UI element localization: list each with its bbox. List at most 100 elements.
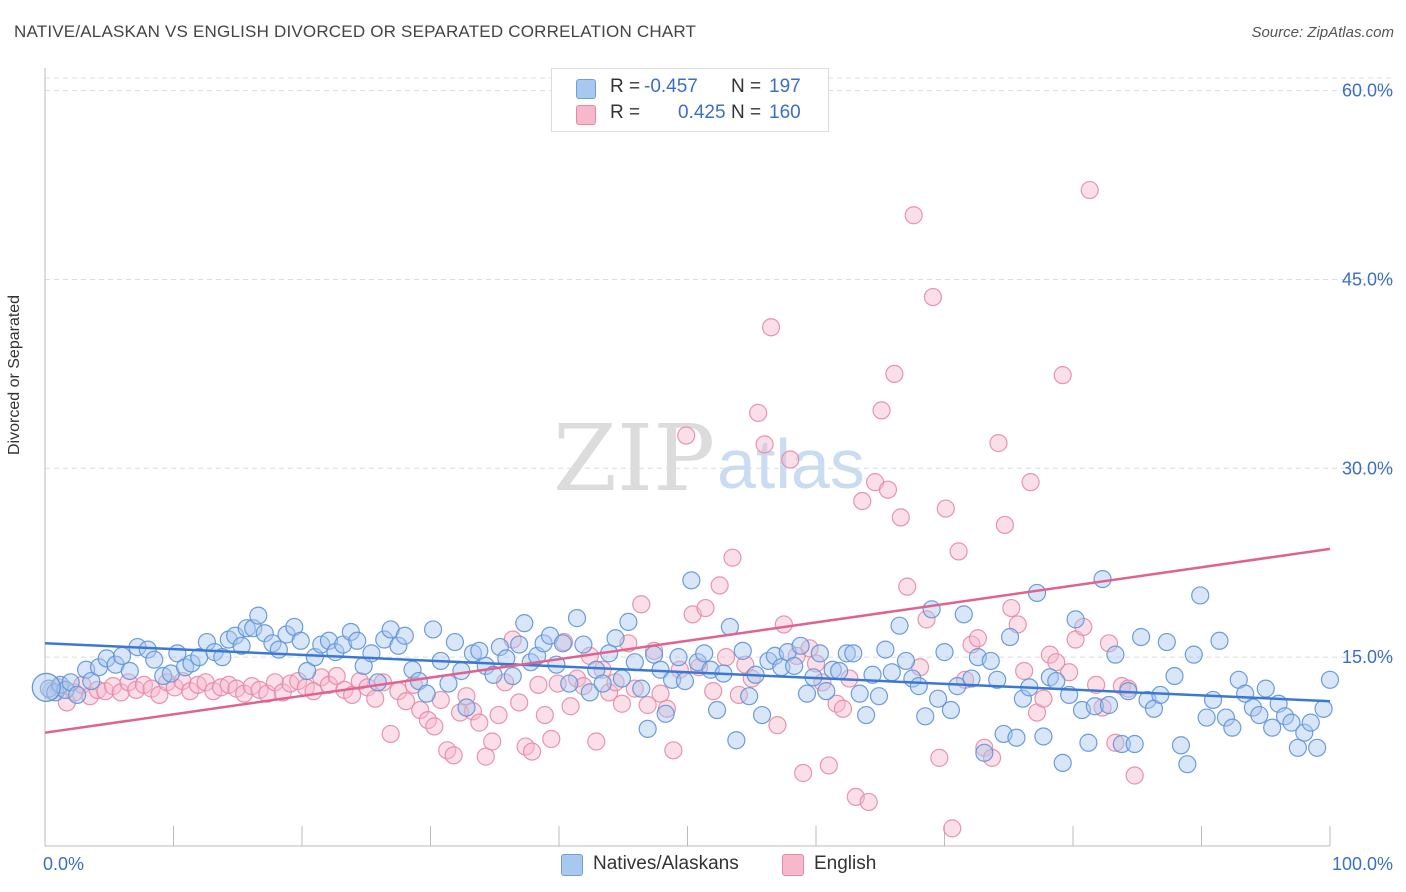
natives-point [727, 731, 746, 750]
english-point [904, 206, 923, 225]
natives-point [669, 648, 688, 667]
english-point [664, 741, 683, 760]
natives-point [1027, 583, 1047, 603]
natives-point [138, 640, 157, 659]
natives-point [916, 707, 935, 726]
natives-point [785, 656, 804, 676]
correlation-legend: R = -0.457 N = 197 R = 0.425 N = 160 [551, 68, 829, 132]
natives-point [740, 687, 759, 706]
natives-point [1112, 734, 1131, 754]
english-point [1074, 617, 1093, 637]
natives-point [935, 643, 954, 662]
natives-point [1308, 738, 1327, 757]
english-point [898, 577, 917, 596]
natives-point [348, 631, 367, 650]
natives-point [1223, 718, 1242, 737]
bottom-legend-swatch-natives [561, 854, 583, 876]
natives-point [237, 619, 256, 638]
english-point [989, 434, 1008, 453]
natives-point [145, 650, 164, 669]
natives-point [1216, 708, 1236, 727]
natives-point [1053, 753, 1072, 773]
natives-point [1243, 698, 1263, 717]
trend-lines [44, 547, 1331, 734]
natives-point [1250, 705, 1269, 725]
english-point [561, 697, 580, 716]
watermark-zip: ZIP [553, 405, 715, 512]
natives-point [909, 677, 928, 696]
english-point [749, 403, 768, 422]
natives-point [1210, 631, 1229, 650]
natives-point [1125, 734, 1144, 754]
natives-point [445, 632, 465, 652]
english-point [704, 682, 723, 701]
natives-point [319, 631, 339, 650]
english-point [923, 287, 943, 307]
x-tick-label: 0.0% [43, 854, 84, 874]
english-point [1099, 634, 1119, 653]
natives-point [395, 626, 414, 645]
y-tick-label: 45.0% [1342, 269, 1393, 289]
legend-n-label: N = [731, 102, 762, 123]
english-point [111, 683, 130, 702]
english-point [1087, 675, 1106, 694]
natives-point [1314, 699, 1333, 718]
natives-point [1191, 586, 1210, 605]
natives-point [632, 679, 651, 698]
bottom-legend-label-natives: Natives/Alaskans [593, 853, 739, 874]
natives-point [269, 640, 288, 659]
english-point [1034, 689, 1053, 708]
english-point [1021, 473, 1040, 492]
natives-point [695, 644, 714, 663]
natives-point [1320, 670, 1340, 689]
natives-point [625, 653, 644, 672]
english-point [1125, 766, 1144, 785]
english-point [853, 491, 872, 511]
english-point [819, 756, 838, 775]
english-point [265, 673, 285, 692]
english-point [381, 724, 400, 744]
natives-point [638, 719, 657, 739]
english-point [638, 695, 657, 715]
natives-point [896, 651, 916, 671]
bottom-legend-label-english: English [814, 853, 877, 874]
natives-point [213, 648, 232, 667]
english-point [425, 717, 444, 736]
natives-point [1288, 738, 1307, 757]
english-point [651, 684, 670, 703]
english-point [587, 732, 606, 751]
natives-point [255, 624, 274, 643]
english-point [859, 792, 878, 812]
natives-point [1165, 666, 1184, 686]
english-point [878, 480, 898, 499]
natives-point [682, 571, 701, 590]
natives-point [97, 649, 116, 668]
english-point [444, 746, 463, 765]
english-trend-line [44, 547, 1331, 734]
natives-point [1000, 627, 1020, 647]
natives-point [869, 687, 889, 706]
natives-point [510, 635, 529, 654]
english-points [42, 180, 1144, 838]
english-point [781, 450, 800, 469]
natives-point [733, 641, 752, 660]
natives-point [1106, 645, 1125, 664]
natives-point [928, 689, 948, 708]
english-point [995, 515, 1014, 535]
natives-point [249, 606, 268, 625]
natives-point [534, 634, 553, 653]
english-point [612, 694, 632, 713]
natives-point [1085, 697, 1104, 716]
natives-point [1099, 695, 1119, 715]
y-tick-label: 30.0% [1342, 458, 1393, 478]
natives-point [389, 636, 408, 655]
natives-point [922, 600, 941, 619]
natives-point [817, 682, 836, 701]
legend-r-label: R = [610, 102, 641, 123]
natives-point [470, 641, 489, 660]
natives-point [1301, 713, 1320, 732]
natives-point [1178, 755, 1197, 774]
english-point [872, 401, 891, 420]
english-point [396, 692, 416, 711]
natives-point [515, 614, 534, 633]
